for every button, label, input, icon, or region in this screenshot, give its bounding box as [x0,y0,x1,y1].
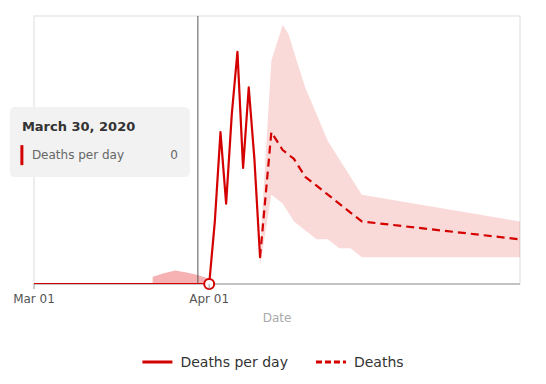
x-tick-label: Mar 01 [13,292,55,306]
point-marker [204,279,214,289]
series-line [260,132,520,257]
legend-label: Deaths [354,354,404,370]
forecast-band [153,271,210,284]
x-tick-label: Apr 01 [189,292,229,306]
tooltip-title: March 30, 2020 [22,119,135,134]
tooltip-swatch [20,145,23,165]
legend-item: Deaths per day [142,354,288,370]
tooltip-value: 0 [170,148,178,162]
legend: Deaths per day Deaths [142,354,403,370]
vertical-line [197,16,198,284]
x-axis-label: Date [263,311,292,325]
legend-swatch [142,361,172,364]
legend-label: Deaths per day [180,354,288,370]
chart: Mar 01 Apr 01 Date March 30, 2020 Deaths per… [0,0,546,384]
x-tick [209,284,210,289]
tooltip: March 30, 2020 Deaths per day 0 [10,107,190,177]
tooltip-box [10,107,190,177]
legend-swatch [316,361,346,364]
legend-item: Deaths [316,354,404,370]
x-tick [34,284,35,289]
forecast-band [260,25,520,266]
tooltip-label: Deaths per day [32,148,124,162]
